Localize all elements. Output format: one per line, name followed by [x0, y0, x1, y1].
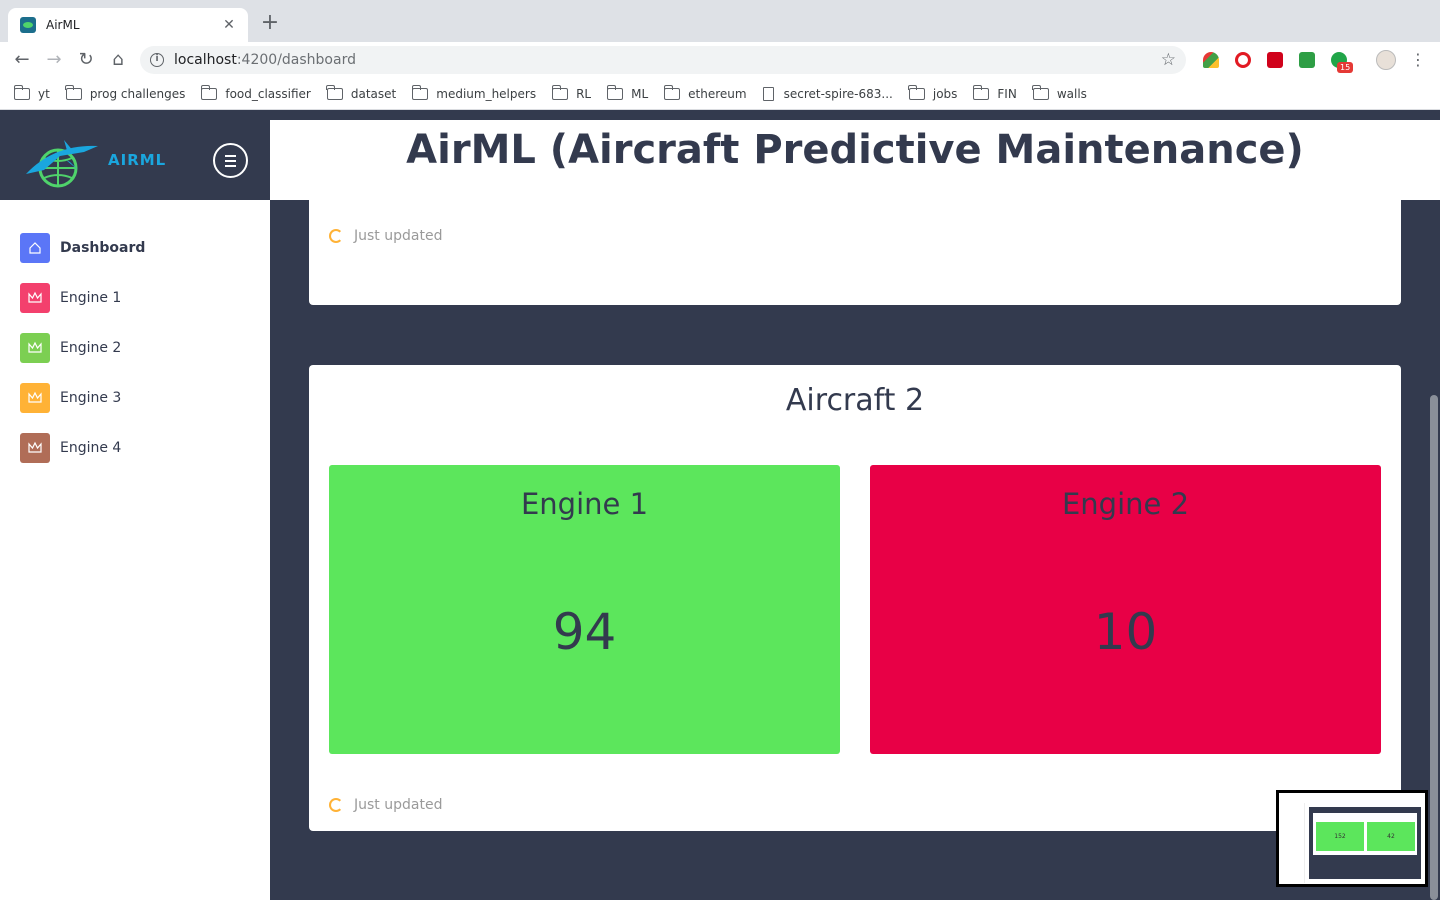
back-arrow-icon[interactable]: ←	[14, 49, 30, 70]
page-title: AirML (Aircraft Predictive Maintenance)	[406, 127, 1304, 173]
opera-extension-icon[interactable]	[1235, 52, 1251, 68]
bookmark-yt[interactable]: yt	[13, 84, 50, 101]
thumbnail-main: 152 42	[1309, 807, 1421, 879]
folder-icon	[200, 84, 218, 100]
sidebar-item-label: Engine 4	[60, 440, 122, 456]
sidebar-item-engine-1[interactable]: Engine 1	[20, 283, 121, 313]
profile-avatar[interactable]	[1376, 50, 1396, 70]
extension-rainbow-icon[interactable]	[1203, 52, 1219, 68]
extension-badge: 15	[1337, 62, 1354, 73]
sidebar: Dashboard Engine 1 Engine 2 Engine 3 Eng…	[0, 200, 270, 900]
engine-value: 94	[552, 603, 617, 661]
bookmark-fin[interactable]: FIN	[972, 84, 1017, 101]
sidebar-item-engine-4[interactable]: Engine 4	[20, 433, 121, 463]
screenshot-thumbnail[interactable]: 152 42	[1276, 790, 1428, 887]
extension-red-icon[interactable]	[1267, 52, 1283, 68]
sidebar-item-engine-3[interactable]: Engine 3	[20, 383, 121, 413]
airplane-globe-logo-icon[interactable]	[24, 134, 100, 188]
aircraft-2-title: Aircraft 2	[785, 383, 925, 418]
crown-icon	[20, 283, 50, 313]
bookmark-ml[interactable]: ML	[606, 84, 648, 101]
bookmark-dataset[interactable]: dataset	[326, 84, 396, 101]
airml-favicon-icon	[20, 17, 36, 33]
close-icon[interactable]: ✕	[223, 17, 235, 33]
bookmark-jobs[interactable]: jobs	[908, 84, 957, 101]
aircraft-2-engine-1-box[interactable]: Engine 1 94	[329, 465, 840, 754]
thumbnail-value: 152	[1316, 822, 1364, 851]
app-root: AIRML AirML (Aircraft Predictive Mainten…	[0, 110, 1440, 900]
bookmark-prog-challenges[interactable]: prog challenges	[65, 84, 185, 101]
page-header: AirML (Aircraft Predictive Maintenance)	[270, 120, 1440, 200]
engine-name: Engine 2	[1061, 487, 1190, 521]
refresh-icon	[329, 229, 343, 243]
thumbnail-value: 42	[1367, 822, 1415, 851]
sidebar-item-label: Engine 1	[60, 290, 122, 306]
page-icon	[762, 86, 774, 101]
logo-text: AIRML	[108, 151, 167, 169]
folder-icon	[972, 84, 990, 100]
bookmark-medium-helpers[interactable]: medium_helpers	[411, 84, 536, 101]
sidebar-item-label: Dashboard	[60, 240, 146, 256]
crown-icon	[20, 383, 50, 413]
browser-tabbar: AirML ✕ +	[0, 0, 1440, 42]
aircraft-2-card: Aircraft 2 Engine 1 94 Engine 2 10 Just …	[309, 365, 1401, 831]
cors-extension-icon[interactable]	[1299, 52, 1315, 68]
home-icon[interactable]: ⌂	[112, 49, 124, 70]
engine-value: 10	[1093, 603, 1158, 661]
bookmark-walls[interactable]: walls	[1032, 84, 1087, 101]
home-icon	[20, 233, 50, 263]
folder-icon	[551, 84, 569, 100]
browser-tab[interactable]: AirML ✕	[8, 8, 248, 42]
bookmark-star-icon[interactable]: ☆	[1160, 50, 1176, 70]
browser-toolbar: ← → ↻ ⌂ i localhost:4200/dashboard ☆ ⋮	[0, 42, 1440, 78]
aircraft-2-engine-2-box[interactable]: Engine 2 10	[870, 465, 1381, 754]
menu-toggle-button[interactable]	[213, 143, 248, 178]
thumbnail-card: 152 42	[1313, 813, 1417, 855]
folder-icon	[326, 84, 343, 100]
new-tab-button[interactable]: +	[260, 10, 280, 35]
crown-icon	[20, 433, 50, 463]
sidebar-item-engine-2[interactable]: Engine 2	[20, 333, 121, 363]
folder-icon	[606, 84, 624, 100]
bookmark-ethereum[interactable]: ethereum	[663, 84, 747, 101]
crown-icon	[20, 333, 50, 363]
sidebar-item-label: Engine 3	[60, 390, 122, 406]
reload-icon[interactable]: ↻	[78, 49, 94, 70]
sidebar-item-label: Engine 2	[60, 340, 122, 356]
bookmarks-bar: yt prog challenges food_classifier datas…	[0, 78, 1440, 110]
bookmark-food-classifier[interactable]: food_classifier	[200, 84, 311, 101]
main-content[interactable]: Just updated Aircraft 2 Engine 1 94 Engi…	[270, 200, 1440, 900]
folder-icon	[65, 84, 82, 100]
folder-icon	[1032, 84, 1049, 100]
info-icon[interactable]: i	[150, 53, 164, 67]
aircraft-1-status: Just updated	[329, 228, 442, 244]
sidebar-header: AIRML	[0, 120, 270, 200]
folder-icon	[663, 84, 681, 100]
bookmark-rl[interactable]: RL	[551, 84, 591, 101]
forward-arrow-icon[interactable]: →	[46, 49, 62, 70]
aircraft-1-card: Just updated	[309, 200, 1401, 305]
refresh-icon	[329, 798, 343, 812]
address-bar[interactable]: i localhost:4200/dashboard ☆	[140, 46, 1186, 74]
folder-icon	[908, 84, 925, 100]
url-text[interactable]: localhost:4200/dashboard	[174, 52, 356, 68]
folder-icon	[13, 84, 30, 100]
engine-name: Engine 1	[520, 487, 649, 521]
thumbnail-sidebar	[1281, 803, 1305, 883]
tab-title: AirML	[46, 18, 80, 32]
sidebar-item-dashboard[interactable]: Dashboard	[20, 233, 145, 263]
aircraft-2-status: Just updated	[329, 797, 442, 813]
browser-menu-icon[interactable]: ⋮	[1410, 50, 1426, 69]
folder-icon	[411, 84, 429, 100]
page-scrollbar[interactable]	[1430, 395, 1438, 900]
bookmark-secret-spire[interactable]: secret-spire-683...	[762, 86, 893, 101]
